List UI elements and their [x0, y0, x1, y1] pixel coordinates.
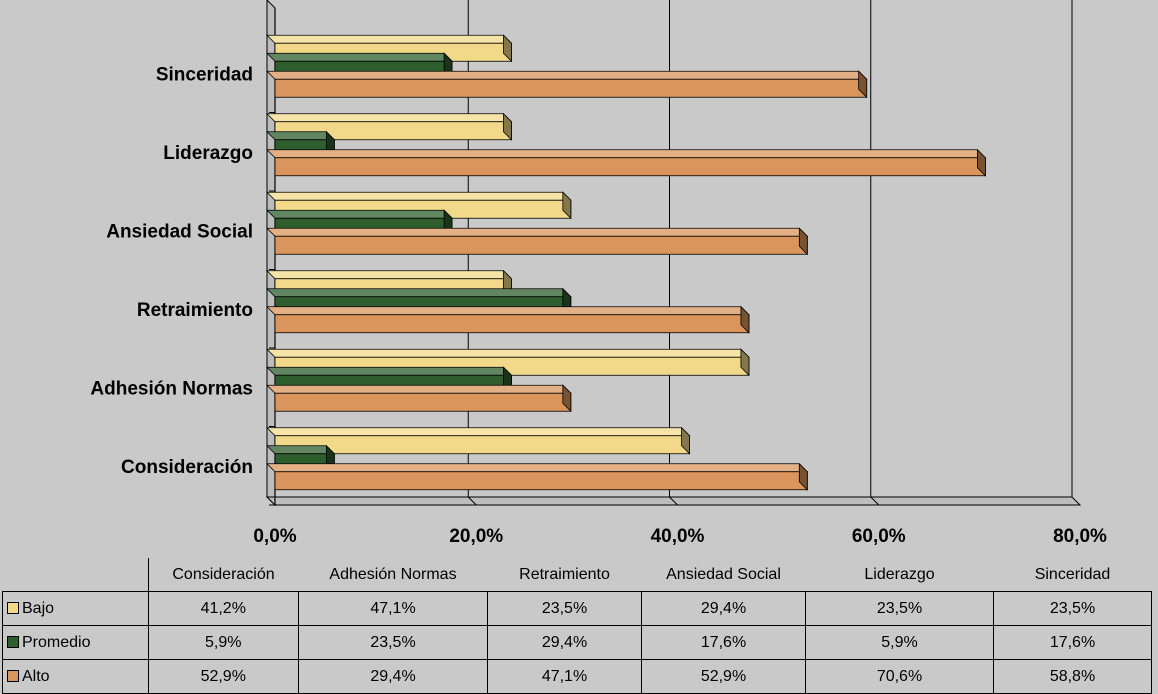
gridline-floor: [467, 496, 477, 506]
table-cell: 23,5%: [805, 591, 994, 626]
x-tick-label: 0,0%: [253, 526, 296, 547]
bar: [266, 112, 513, 141]
table-cell: 70,6%: [805, 659, 994, 694]
legend-entry-alto: Alto: [2, 659, 149, 694]
table-corner: [2, 558, 149, 592]
table-cell: 52,9%: [641, 659, 806, 694]
swatch-bajo: [7, 601, 19, 614]
table-cell: 41,2%: [147, 591, 299, 626]
table-row: Bajo 41,2% 47,1% 23,5% 29,4% 23,5% 23,5%: [2, 591, 1152, 626]
category-label: Consideración: [121, 457, 253, 478]
x-tick-label: 40,0%: [651, 526, 705, 547]
legend-entry-bajo: Bajo: [2, 591, 149, 626]
swatch-alto: [7, 669, 19, 682]
table-row: Promedio 5,9% 23,5% 29,4% 17,6% 5,9% 17,…: [2, 625, 1152, 660]
category-label: Liderazgo: [163, 143, 253, 164]
x-tick-labels: 0,0% 20,0% 40,0% 60,0% 80,0%: [253, 526, 1107, 547]
table-cell: 47,1%: [298, 591, 488, 626]
bar: [266, 384, 572, 413]
category-label: Sinceridad: [156, 64, 253, 85]
table-cell: 17,6%: [993, 625, 1152, 660]
bars: [266, 34, 987, 491]
category-labels: Consideración Adhesión Normas Retraimiento…: [90, 64, 253, 478]
table-cell: 58,8%: [993, 659, 1152, 694]
table-cell: 17,6%: [641, 625, 806, 660]
table-header: Consideración: [148, 558, 299, 592]
table-header: Sinceridad: [993, 558, 1152, 592]
table-cell: 23,5%: [993, 591, 1152, 626]
category-label: Adhesión Normas: [90, 378, 253, 399]
table-cell: 23,5%: [298, 625, 488, 660]
swatch-promedio: [7, 635, 19, 648]
category-label: Ansiedad Social: [106, 221, 253, 242]
table-cell: 47,1%: [487, 659, 642, 694]
x-tick-label: 20,0%: [449, 526, 503, 547]
table-header-row: Consideración Adhesión Normas Retraimien…: [2, 558, 1152, 592]
category-label: Retraimiento: [137, 300, 253, 321]
table-cell: 23,5%: [487, 591, 642, 626]
table-cell: 29,4%: [298, 659, 488, 694]
table-header: Retraimiento: [487, 558, 642, 592]
table-cell: 29,4%: [641, 591, 806, 626]
legend-label: Alto: [22, 667, 50, 685]
table-row: Alto 52,9% 29,4% 47,1% 52,9% 70,6% 58,8%: [2, 659, 1152, 694]
table-header: Adhesión Normas: [298, 558, 488, 592]
table-cell: 52,9%: [147, 659, 299, 694]
bar: [266, 70, 868, 99]
bar: [266, 426, 691, 455]
x-tick-label: 80,0%: [1053, 526, 1107, 547]
bar: [266, 227, 809, 256]
table-cell: 29,4%: [487, 625, 642, 660]
bar: [266, 462, 809, 491]
legend-entry-promedio: Promedio: [2, 625, 149, 660]
table-cell: 5,9%: [805, 625, 994, 660]
bar: [266, 148, 987, 177]
legend-label: Bajo: [22, 599, 55, 617]
bar: [266, 305, 750, 334]
gridline-floor: [870, 496, 880, 506]
x-tick-label: 60,0%: [852, 526, 906, 547]
table-header: Liderazgo: [805, 558, 994, 592]
gridline-floor: [669, 496, 678, 506]
table-cell: 5,9%: [147, 625, 299, 660]
legend-label: Promedio: [22, 633, 91, 651]
data-table: Consideración Adhesión Normas Retraimien…: [2, 558, 1152, 694]
table-header: Ansiedad Social: [641, 558, 806, 592]
bar-chart: Consideración Adhesión Normas Retraimiento…: [90, 0, 1107, 547]
bar: [266, 191, 572, 220]
